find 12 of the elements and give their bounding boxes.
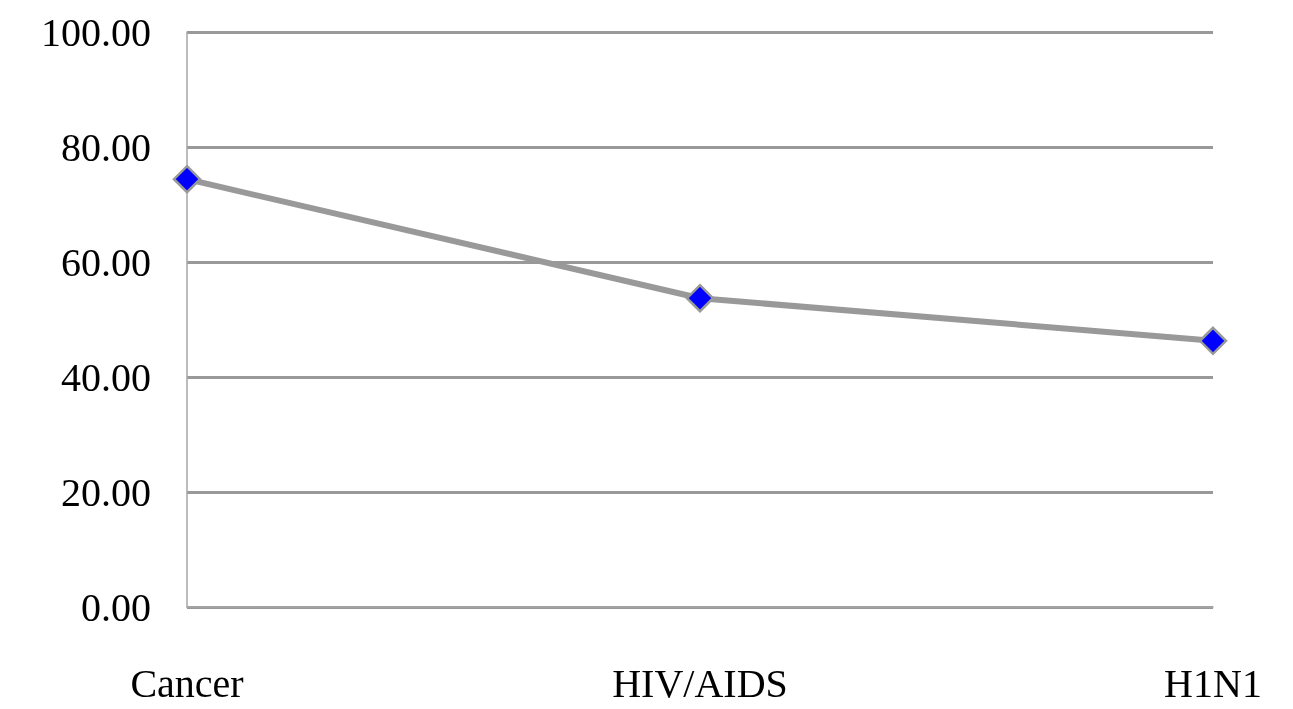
y-tick-label: 20.00 (61, 469, 151, 515)
x-tick-label: H1N1 (1164, 660, 1262, 706)
y-tick-label: 40.00 (61, 354, 151, 400)
y-tick-label: 60.00 (61, 239, 151, 285)
y-tick-label: 100.00 (41, 9, 151, 55)
x-tick-label: HIV/AIDS (612, 660, 788, 706)
y-tick-label: 0.00 (81, 584, 151, 630)
point (172, 164, 202, 194)
point (1198, 326, 1228, 356)
x-tick-label: Cancer (130, 660, 244, 706)
point (685, 283, 715, 313)
y-tick-label: 80.00 (61, 124, 151, 170)
